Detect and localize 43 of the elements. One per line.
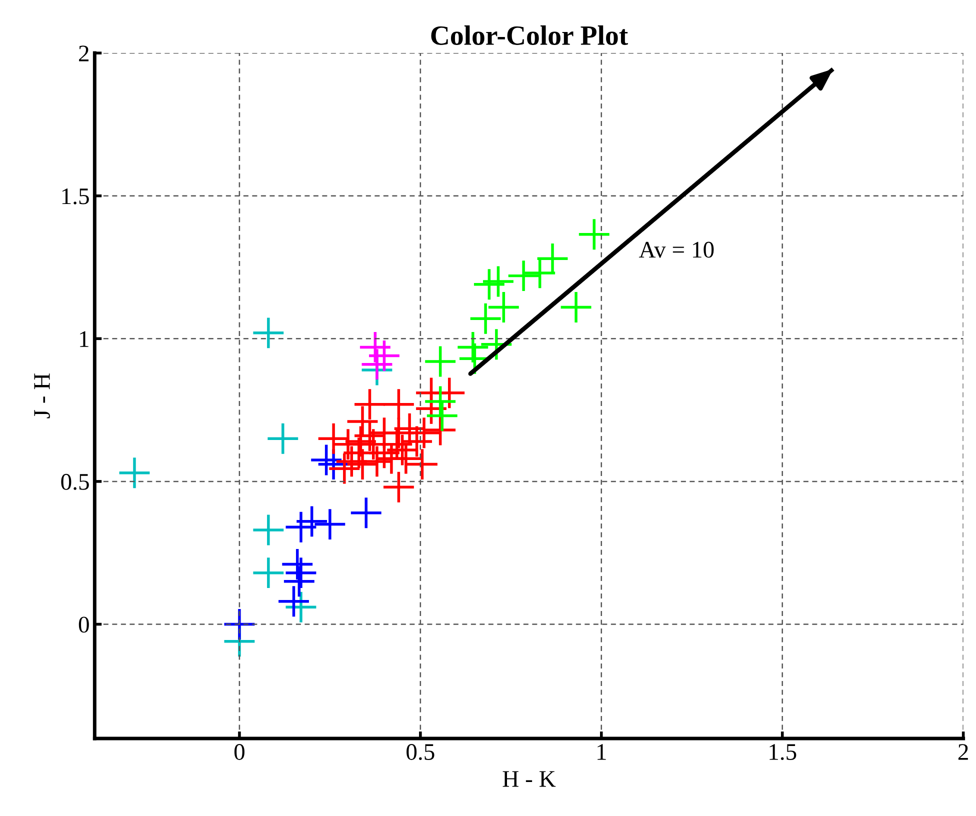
point [537,243,568,274]
point [578,219,610,250]
point [119,458,150,488]
point [314,509,346,540]
point [383,472,414,502]
x-axis-title: H - K [502,771,556,787]
point [470,303,501,334]
point [408,418,440,448]
point [253,318,284,348]
y-tick-label: 1.5 [62,188,89,204]
x-tick-label: 1.5 [770,744,796,760]
x-tick-label: 2 [958,744,968,760]
x-tick-label: 1 [598,744,606,760]
point [268,423,298,454]
point [362,349,392,380]
y-tick-label: 0 [78,616,89,633]
x-tick-label: 0.5 [406,744,434,760]
point [483,266,514,297]
point [318,423,349,454]
y-tick-label: 1 [80,331,88,347]
x-tick-label: 0 [234,744,244,760]
point [425,346,456,377]
point [253,558,284,588]
point [402,426,432,457]
point [407,449,438,480]
point [253,514,284,546]
y-tick-label: 2 [79,46,89,62]
point [284,566,314,597]
point [286,512,316,542]
point [296,506,328,537]
y-axis-title: J - H [34,374,50,418]
point [278,586,309,617]
point [508,260,539,292]
point [329,453,360,484]
point [350,498,382,528]
chart-title: Color-Color Plot [431,25,628,45]
point [426,400,458,431]
point [488,292,519,322]
point [474,269,504,300]
annotation: Av = 10 [638,242,714,258]
y-tick-label: 0.5 [61,474,89,490]
point [560,292,592,322]
point [345,426,376,457]
